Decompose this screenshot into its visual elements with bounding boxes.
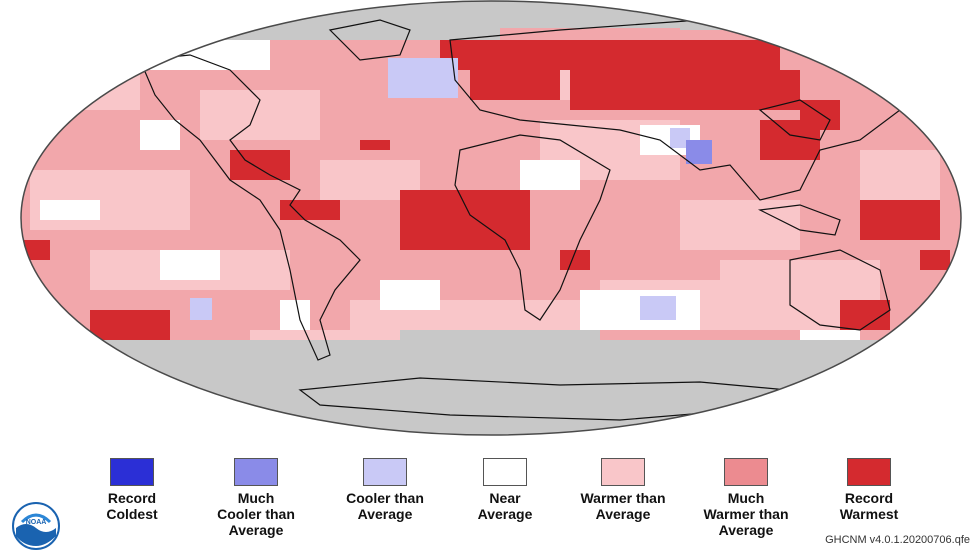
noaa-logo: NOAA [12, 502, 60, 550]
legend-label: Record Warmest [839, 490, 899, 522]
legend-item-much-warmer: Much Warmer than Average [681, 458, 811, 538]
data-source-label: GHCNM v4.0.1.20200706.qfe [825, 534, 970, 546]
legend-label: Much Warmer than Average [703, 490, 789, 538]
svg-text:NOAA: NOAA [26, 519, 47, 526]
legend-swatch [847, 458, 891, 486]
legend-label: Warmer than Average [580, 490, 666, 522]
cooler-than-average-patches [190, 58, 690, 320]
noaa-logo-icon: NOAA [12, 502, 60, 550]
map-fill-group [21, 1, 961, 435]
legend-label: Near Average [477, 490, 533, 522]
legend-label: Cooler than Average [346, 490, 424, 522]
legend-label: Much Cooler than Average [217, 490, 295, 538]
much-cooler-than-average-patches [686, 140, 712, 164]
record-warmest-patches [21, 40, 950, 340]
legend-swatch [724, 458, 768, 486]
legend-item-record-coldest: Record Coldest [67, 458, 197, 522]
legend-swatch [234, 458, 278, 486]
legend-swatch [483, 458, 527, 486]
legend-item-record-warmest: Record Warmest [804, 458, 934, 522]
map-frame [20, 0, 962, 436]
legend-item-cooler: Cooler than Average [320, 458, 450, 522]
legend-swatch [363, 458, 407, 486]
legend-item-much-cooler: Much Cooler than Average [191, 458, 321, 538]
world-map-svg [20, 0, 962, 436]
temperature-anomaly-map [20, 0, 962, 436]
legend: Record Coldest Much Cooler than Average … [0, 458, 980, 551]
legend-label: Record Coldest [106, 490, 158, 522]
legend-swatch [601, 458, 645, 486]
legend-swatch [110, 458, 154, 486]
coastlines [139, 19, 901, 421]
legend-item-warmer: Warmer than Average [558, 458, 688, 522]
legend-item-near-average: Near Average [440, 458, 570, 522]
